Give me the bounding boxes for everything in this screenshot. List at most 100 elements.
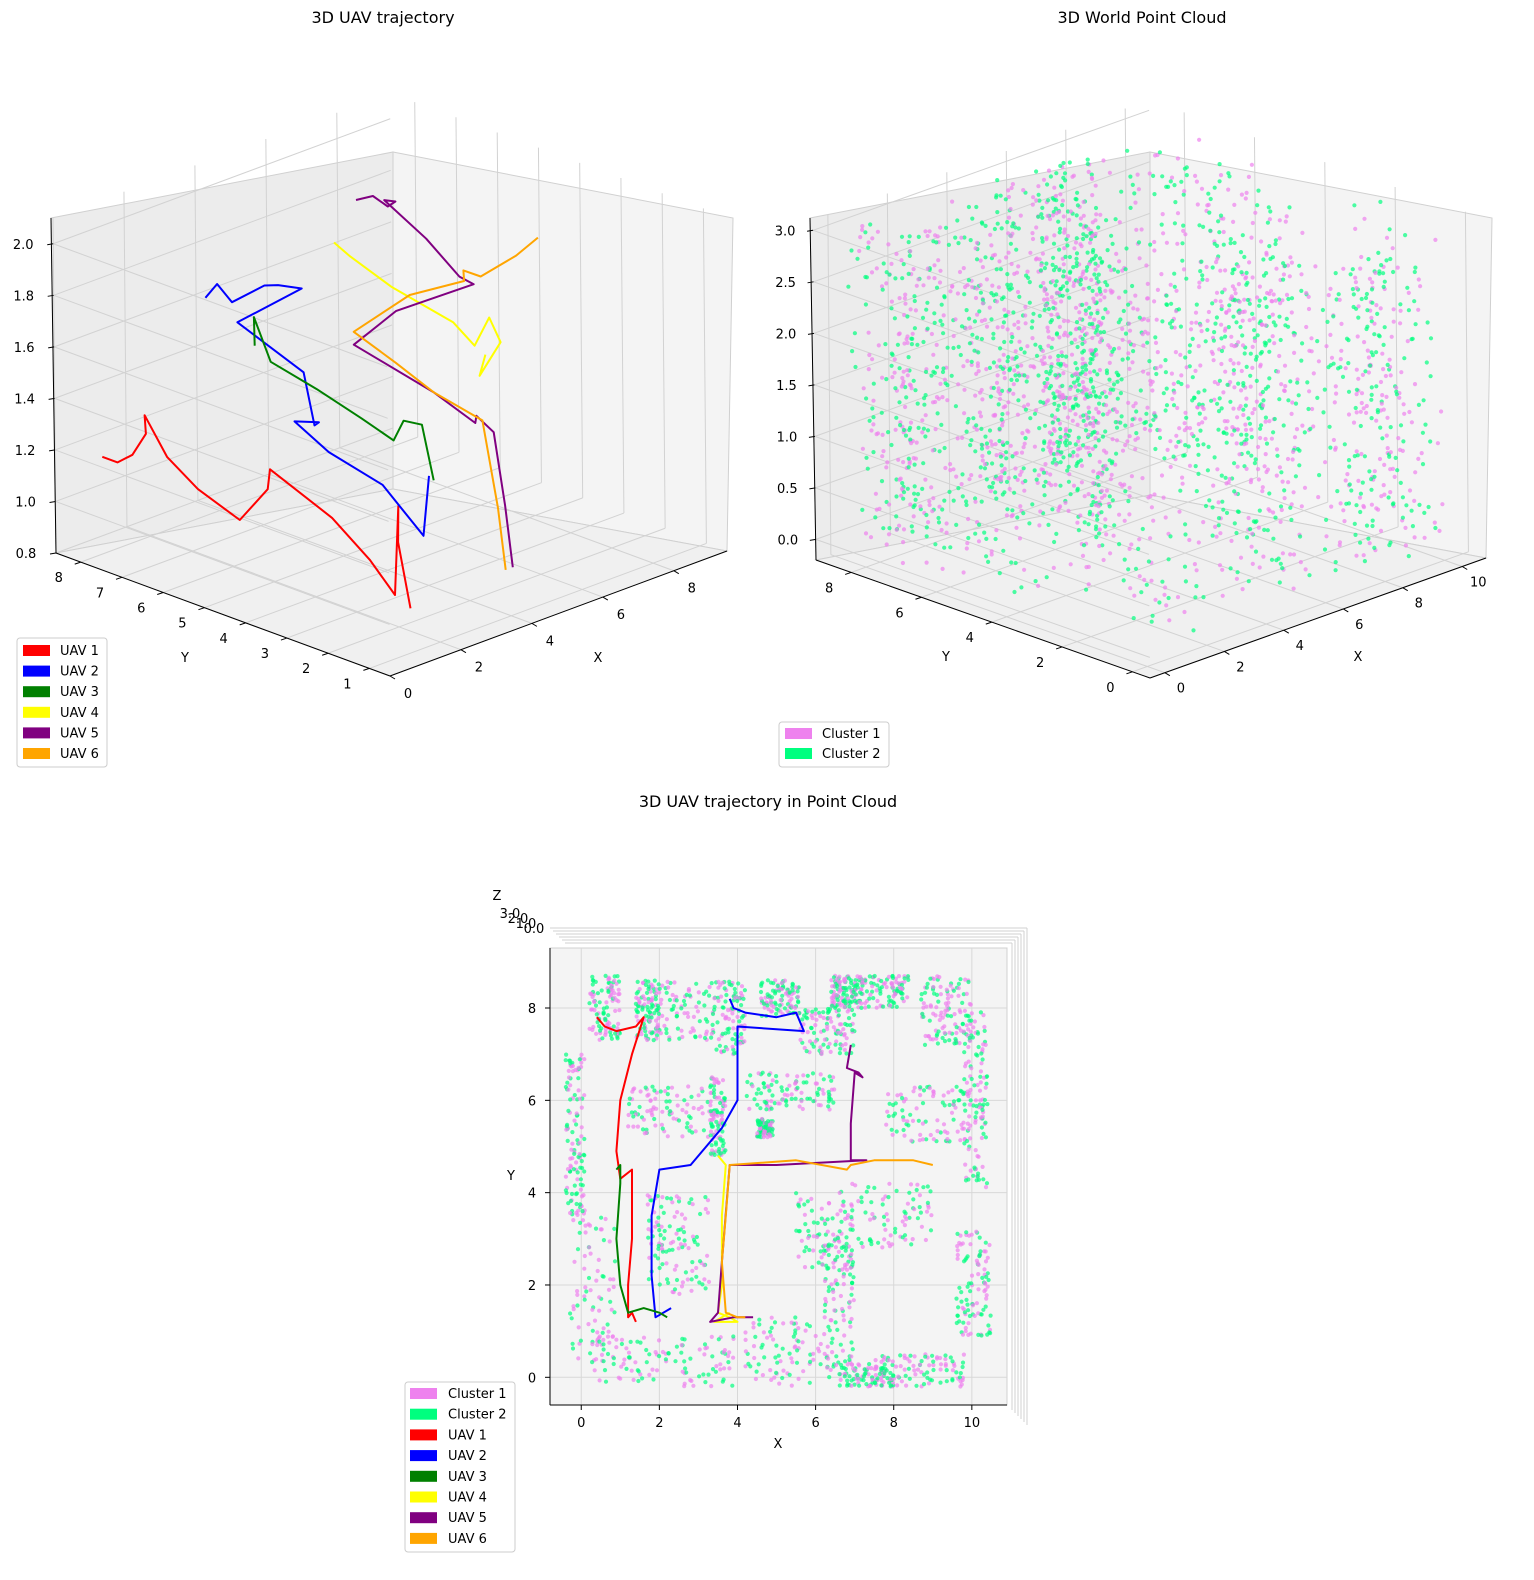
cloud-point — [1067, 453, 1072, 458]
cloud-point — [645, 1109, 650, 1114]
cloud-point — [1348, 272, 1353, 277]
cloud-point — [601, 1347, 606, 1352]
cloud-point — [1084, 331, 1089, 336]
cloud-point — [789, 1096, 794, 1101]
cloud-point — [963, 1257, 968, 1262]
cloud-point — [1263, 415, 1268, 420]
cloud-point — [1203, 503, 1209, 509]
cloud-point — [1056, 444, 1061, 449]
cloud-point — [944, 1368, 949, 1373]
cloud-point — [931, 1137, 936, 1142]
cloud-point — [1168, 179, 1173, 184]
cloud-point — [849, 980, 854, 986]
cloud-point — [1039, 263, 1044, 268]
cloud-point — [1311, 424, 1316, 429]
cloud-point — [1406, 290, 1411, 295]
cloud-point — [1064, 237, 1069, 242]
panel2-grid-xz — [1124, 108, 1129, 449]
cloud-point — [880, 1197, 886, 1202]
cloud-point — [967, 1313, 973, 1319]
cloud-point — [1075, 520, 1080, 525]
cloud-point — [1357, 495, 1363, 500]
cloud-point — [981, 1075, 987, 1080]
cloud-point — [1063, 330, 1068, 335]
panel1-legend-swatch — [23, 748, 50, 759]
cloud-point — [686, 1246, 691, 1251]
cloud-point — [1127, 546, 1132, 552]
cloud-point — [738, 1041, 743, 1046]
cloud-point — [1291, 552, 1297, 557]
cloud-point — [864, 989, 870, 994]
cloud-point — [596, 1335, 602, 1340]
cloud-point — [901, 540, 906, 545]
cloud-point — [1087, 410, 1092, 415]
cloud-point — [1296, 393, 1301, 398]
cloud-point — [636, 1378, 641, 1384]
cloud-point — [789, 1092, 794, 1097]
cloud-point — [1052, 401, 1057, 406]
cloud-point — [823, 1296, 828, 1302]
cloud-point — [997, 358, 1002, 363]
cloud-point — [1058, 504, 1063, 509]
cloud-point — [689, 1277, 694, 1282]
cloud-point — [955, 1244, 960, 1249]
cloud-point — [889, 306, 894, 311]
panel3-y-tick-label: 2 — [528, 1279, 536, 1294]
cloud-point — [779, 987, 785, 992]
panel2-legend-swatch — [785, 728, 812, 739]
cloud-point — [981, 1177, 986, 1182]
cloud-point — [703, 1380, 708, 1385]
cloud-point — [821, 1251, 827, 1256]
cloud-point — [1107, 409, 1112, 414]
cloud-point — [844, 1262, 849, 1267]
cloud-point — [958, 352, 963, 358]
cloud-point — [1379, 401, 1384, 406]
panel1-series-uav-2 — [204, 283, 430, 537]
cloud-point — [1193, 173, 1198, 178]
panel1-z-tick-label: 2.0 — [13, 238, 34, 253]
cloud-point — [952, 1041, 957, 1046]
cloud-point — [1060, 293, 1065, 298]
cloud-point — [1009, 286, 1014, 291]
cloud-point — [1196, 443, 1201, 448]
cloud-point — [968, 1331, 973, 1336]
cloud-point — [664, 1099, 669, 1104]
cloud-point — [1403, 543, 1408, 548]
panel1-legend-label: UAV 6 — [60, 747, 99, 762]
cloud-point — [976, 1177, 982, 1182]
cloud-point — [866, 330, 871, 335]
cloud-point — [1220, 593, 1225, 598]
cloud-point — [825, 1006, 831, 1012]
cloud-point — [645, 1202, 650, 1207]
cloud-point — [868, 992, 873, 997]
cloud-point — [1104, 488, 1109, 493]
cloud-point — [569, 1147, 574, 1152]
cloud-point — [1019, 450, 1025, 455]
cloud-point — [1046, 335, 1051, 340]
cloud-point — [914, 1106, 919, 1111]
cloud-point — [1187, 537, 1192, 543]
cloud-point — [1282, 496, 1287, 501]
cloud-point — [1092, 429, 1097, 434]
panel2-z-tick-mark — [808, 384, 815, 387]
cloud-point — [1040, 215, 1045, 220]
cloud-point — [1045, 381, 1050, 386]
cloud-point — [1210, 265, 1215, 270]
cloud-point — [1050, 460, 1055, 465]
cloud-point — [898, 476, 903, 481]
cloud-point — [1039, 212, 1044, 217]
cloud-point — [1007, 387, 1012, 392]
cloud-point — [1090, 193, 1095, 198]
cloud-point — [614, 981, 619, 986]
cloud-point — [1127, 485, 1132, 490]
cloud-point — [918, 1093, 923, 1098]
cloud-point — [1154, 317, 1159, 322]
cloud-point — [1289, 502, 1294, 507]
cloud-point — [1046, 329, 1051, 334]
cloud-point — [1223, 475, 1228, 480]
cloud-point — [1017, 373, 1022, 378]
cloud-point — [1221, 390, 1226, 395]
cloud-point — [901, 262, 906, 267]
panel1-legend-swatch — [23, 727, 50, 739]
cloud-point — [1231, 406, 1236, 411]
